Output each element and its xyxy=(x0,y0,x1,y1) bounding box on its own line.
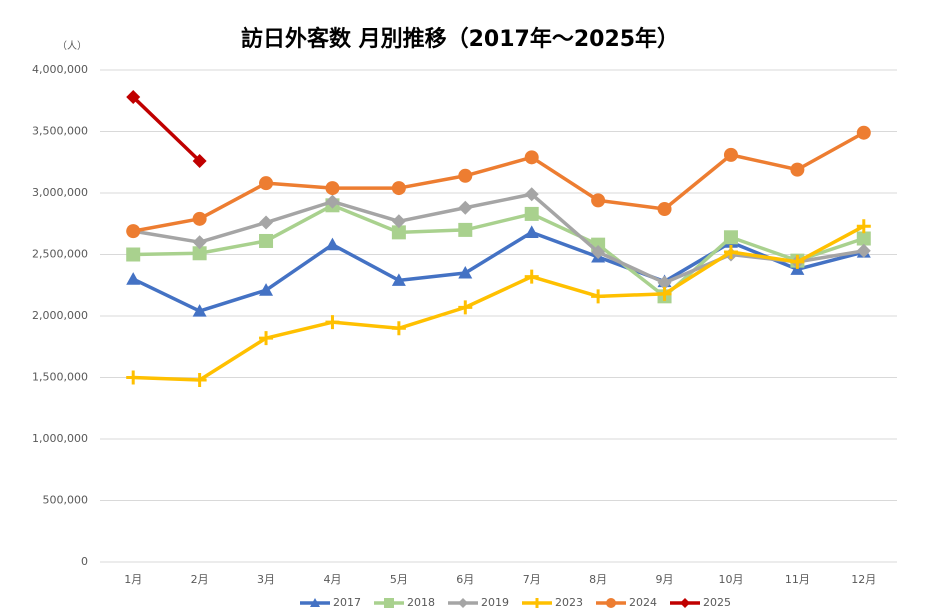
marker xyxy=(657,286,672,301)
marker xyxy=(458,300,473,315)
marker xyxy=(723,147,738,162)
legend-marker xyxy=(384,598,394,608)
y-tick-label: 0 xyxy=(81,555,88,568)
marker xyxy=(591,289,606,304)
series-line xyxy=(131,95,201,163)
marker xyxy=(192,154,207,169)
marker xyxy=(524,269,539,284)
legend-label: 2023 xyxy=(555,596,583,609)
marker xyxy=(259,283,274,296)
legend-label: 2018 xyxy=(407,596,435,609)
legend-marker xyxy=(458,598,468,608)
x-tick-label: 8月 xyxy=(589,573,607,586)
marker xyxy=(458,265,473,279)
marker xyxy=(192,372,207,387)
x-tick-label: 11月 xyxy=(785,573,810,586)
marker xyxy=(856,231,871,246)
marker xyxy=(126,272,141,285)
x-tick-label: 7月 xyxy=(523,573,541,586)
x-tick-label: 6月 xyxy=(456,573,474,586)
marker xyxy=(657,275,672,290)
y-tick-label: 500,000 xyxy=(43,494,89,507)
legend-label: 2025 xyxy=(703,596,731,609)
marker xyxy=(391,225,406,240)
marker xyxy=(524,206,539,221)
series-line xyxy=(133,203,865,299)
marker xyxy=(259,215,274,230)
x-tick-label: 2月 xyxy=(191,573,209,586)
marker xyxy=(591,245,606,260)
legend-marker xyxy=(606,598,616,608)
marker xyxy=(325,181,340,196)
marker xyxy=(524,150,539,165)
marker xyxy=(723,245,738,260)
series-line xyxy=(132,192,865,285)
marker xyxy=(391,214,406,229)
marker xyxy=(126,247,141,262)
x-tick-label: 12月 xyxy=(851,573,876,586)
marker xyxy=(126,224,141,239)
marker xyxy=(657,201,672,216)
marker xyxy=(126,370,141,385)
x-tick-label: 1月 xyxy=(124,573,142,586)
series-line xyxy=(133,224,865,382)
legend-label: 2019 xyxy=(481,596,509,609)
marker xyxy=(856,125,871,140)
x-tick-label: 10月 xyxy=(718,573,743,586)
y-tick-label: 1,000,000 xyxy=(32,432,88,445)
legend-label: 2024 xyxy=(629,596,657,609)
marker xyxy=(391,273,406,286)
marker xyxy=(192,246,207,261)
marker xyxy=(325,315,340,330)
legend-marker xyxy=(310,598,320,607)
marker xyxy=(391,181,406,196)
marker xyxy=(458,222,473,237)
marker xyxy=(259,331,274,346)
marker xyxy=(325,194,340,209)
marker xyxy=(391,321,406,336)
y-tick-label: 1,500,000 xyxy=(32,371,88,384)
x-tick-label: 4月 xyxy=(323,573,341,586)
marker xyxy=(192,304,207,317)
y-tick-label: 3,500,000 xyxy=(32,125,88,138)
x-tick-label: 5月 xyxy=(390,573,408,586)
marker xyxy=(458,200,473,215)
marker xyxy=(259,233,274,248)
marker xyxy=(192,211,207,226)
marker xyxy=(790,254,805,269)
x-tick-label: 3月 xyxy=(257,573,275,586)
marker xyxy=(259,176,274,191)
legend-marker xyxy=(680,598,690,608)
marker xyxy=(458,168,473,183)
y-tick-label: 3,000,000 xyxy=(32,186,88,199)
marker xyxy=(723,230,738,245)
x-tick-label: 9月 xyxy=(656,573,674,586)
marker xyxy=(856,219,871,234)
marker xyxy=(591,193,606,208)
y-tick-label: 2,000,000 xyxy=(32,309,88,322)
y-unit: （人） xyxy=(57,40,87,52)
marker xyxy=(524,225,539,238)
y-tick-label: 2,500,000 xyxy=(32,248,88,261)
legend-marker xyxy=(532,598,542,608)
series-line xyxy=(132,230,865,313)
marker xyxy=(126,90,141,105)
marker xyxy=(192,235,207,250)
marker xyxy=(325,237,340,251)
series-line xyxy=(132,131,865,233)
marker xyxy=(524,187,539,202)
chart-title: 訪日外客数 月別推移（2017年～2025年） xyxy=(241,26,679,52)
marker xyxy=(790,162,805,177)
marker xyxy=(856,243,871,258)
y-tick-label: 4,000,000 xyxy=(32,63,88,76)
legend-label: 2017 xyxy=(333,596,361,609)
